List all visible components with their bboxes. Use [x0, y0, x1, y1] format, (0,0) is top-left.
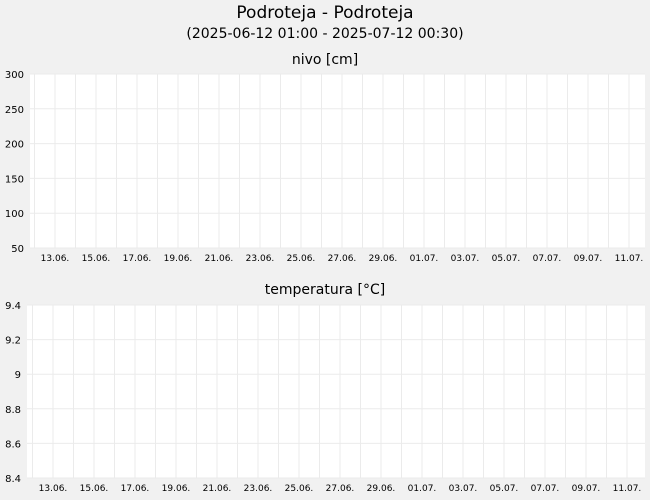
- x-tick-label: 11.07.: [613, 484, 642, 494]
- x-tick-label: 05.07.: [492, 254, 521, 264]
- y-tick-label: 9.4: [5, 301, 21, 312]
- x-tick-label: 23.06.: [244, 484, 273, 494]
- y-tick-label: 100: [5, 209, 24, 220]
- x-tick-label: 13.06.: [39, 484, 68, 494]
- x-tick-label: 23.06.: [246, 254, 275, 264]
- y-tick-label: 9.2: [5, 336, 21, 347]
- x-tick-label: 01.07.: [410, 254, 439, 264]
- x-tick-label: 15.06.: [80, 484, 109, 494]
- x-tick-label: 13.06.: [41, 254, 70, 264]
- y-tick-label: 8.6: [5, 439, 21, 450]
- chart-nivo: 300 250 200 150 100 50 13.06. 15.06. 17.06. 19.06…: [5, 70, 645, 264]
- x-tick-label: 11.07.: [615, 254, 644, 264]
- page-subtitle: (2025-06-12 01:00 - 2025-07-12 00:30): [186, 26, 464, 42]
- x-tick-label: 09.07.: [572, 484, 601, 494]
- y-tick-label: 150: [5, 174, 24, 185]
- plot-area: [30, 74, 645, 248]
- x-tick-label: 01.07.: [408, 484, 437, 494]
- x-tick-label: 19.06.: [164, 254, 193, 264]
- x-tick-label: 07.07.: [531, 484, 560, 494]
- y-tick-label: 200: [5, 140, 24, 151]
- x-tick-label: 27.06.: [328, 254, 357, 264]
- plot-area: [27, 305, 645, 478]
- x-tick-label: 21.06.: [203, 484, 232, 494]
- page-title: Podroteja - Podroteja: [236, 3, 414, 23]
- x-tick-label: 17.06.: [123, 254, 152, 264]
- y-tick-label: 8.8: [5, 405, 21, 416]
- x-tick-label: 25.06.: [287, 254, 316, 264]
- x-tick-label: 25.06.: [285, 484, 314, 494]
- x-tick-label: 21.06.: [205, 254, 234, 264]
- chart-title-nivo: nivo [cm]: [291, 52, 359, 68]
- chart-title-temperatura: temperatura [°C]: [264, 282, 386, 298]
- x-tick-label: 09.07.: [574, 254, 603, 264]
- x-tick-label: 29.06.: [369, 254, 398, 264]
- x-tick-label: 27.06.: [326, 484, 355, 494]
- x-tick-label: 03.07.: [451, 254, 480, 264]
- y-tick-label: 9: [15, 370, 21, 381]
- x-tick-label: 07.07.: [533, 254, 562, 264]
- x-tick-label: 03.07.: [449, 484, 478, 494]
- y-tick-label: 300: [5, 70, 24, 81]
- x-tick-label: 29.06.: [367, 484, 396, 494]
- y-tick-label: 250: [5, 105, 24, 116]
- x-tick-label: 05.07.: [490, 484, 519, 494]
- x-tick-label: 19.06.: [162, 484, 191, 494]
- y-tick-label: 8.4: [5, 474, 21, 485]
- y-tick-label: 50: [11, 244, 24, 255]
- x-tick-label: 15.06.: [82, 254, 111, 264]
- x-tick-label: 17.06.: [121, 484, 150, 494]
